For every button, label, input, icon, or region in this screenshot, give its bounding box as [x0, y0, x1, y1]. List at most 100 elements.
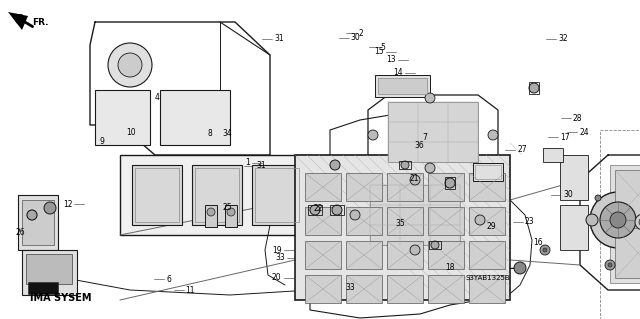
Bar — [428, 173, 464, 201]
Bar — [387, 207, 423, 235]
Circle shape — [475, 215, 485, 225]
Text: 22: 22 — [314, 204, 323, 213]
Bar — [18, 195, 58, 250]
Bar — [529, 82, 539, 94]
Circle shape — [540, 245, 550, 255]
Circle shape — [608, 263, 612, 267]
Bar — [615, 228, 640, 278]
Circle shape — [330, 160, 340, 170]
Text: 4: 4 — [154, 93, 159, 102]
Bar — [475, 165, 501, 179]
Bar — [428, 241, 464, 269]
Bar — [305, 241, 341, 269]
Text: 14: 14 — [394, 68, 403, 77]
Circle shape — [605, 260, 615, 270]
Bar — [388, 102, 478, 162]
Bar — [305, 173, 341, 201]
Bar — [469, 207, 505, 235]
Text: 18: 18 — [445, 263, 454, 272]
Circle shape — [431, 241, 439, 249]
Circle shape — [108, 43, 152, 87]
Text: 11: 11 — [186, 286, 195, 295]
Bar — [429, 241, 441, 249]
Text: 21: 21 — [410, 174, 419, 183]
Bar — [375, 75, 430, 97]
Text: 19: 19 — [272, 246, 282, 255]
Bar — [95, 90, 150, 145]
Text: 27: 27 — [517, 145, 527, 154]
Text: 33: 33 — [275, 253, 285, 262]
Bar — [610, 165, 640, 283]
Text: 15: 15 — [374, 47, 384, 56]
Text: 35: 35 — [396, 219, 405, 228]
Bar — [308, 205, 322, 215]
Bar — [600, 130, 640, 319]
Bar — [560, 155, 588, 200]
Text: 9: 9 — [99, 137, 104, 146]
Text: 13: 13 — [386, 56, 396, 64]
Bar — [387, 173, 423, 201]
Text: 26: 26 — [16, 228, 26, 237]
Bar — [346, 275, 382, 303]
Bar — [22, 200, 54, 245]
Bar — [387, 241, 423, 269]
Text: 8: 8 — [208, 130, 212, 138]
Text: 25: 25 — [223, 203, 232, 212]
Bar — [346, 241, 382, 269]
Circle shape — [310, 205, 320, 215]
Circle shape — [488, 130, 498, 140]
Bar — [205, 205, 217, 227]
Circle shape — [118, 53, 142, 77]
Text: 6: 6 — [166, 275, 172, 284]
Circle shape — [401, 161, 409, 169]
Text: 20: 20 — [272, 273, 282, 282]
Circle shape — [600, 202, 636, 238]
Circle shape — [425, 163, 435, 173]
Text: FR.: FR. — [32, 18, 49, 27]
Circle shape — [595, 195, 601, 201]
Circle shape — [590, 192, 640, 248]
Text: 12: 12 — [63, 200, 72, 209]
Bar — [378, 78, 427, 94]
Text: 2: 2 — [358, 29, 363, 38]
Text: 23: 23 — [525, 217, 534, 226]
Circle shape — [529, 83, 539, 93]
Text: 33: 33 — [346, 283, 355, 292]
Circle shape — [514, 262, 526, 274]
Bar — [28, 282, 58, 294]
Text: 30: 30 — [563, 190, 573, 199]
Bar — [445, 177, 455, 189]
Bar — [615, 170, 640, 220]
Circle shape — [635, 214, 640, 230]
Circle shape — [368, 130, 378, 140]
Text: 28: 28 — [573, 114, 582, 122]
Circle shape — [410, 175, 420, 185]
Text: 1: 1 — [245, 158, 250, 167]
Circle shape — [586, 214, 598, 226]
Circle shape — [332, 205, 342, 215]
Bar — [330, 205, 344, 215]
Text: 5: 5 — [381, 43, 386, 52]
Text: 30: 30 — [351, 33, 360, 42]
Text: IMA SYSEM: IMA SYSEM — [30, 293, 92, 303]
Bar — [192, 165, 242, 225]
Bar — [195, 168, 239, 222]
Text: 36: 36 — [415, 141, 424, 150]
Circle shape — [27, 210, 37, 220]
Bar — [469, 275, 505, 303]
Text: 17: 17 — [560, 133, 570, 142]
Circle shape — [639, 218, 640, 226]
Text: 7: 7 — [422, 133, 428, 142]
Bar — [543, 148, 563, 162]
Circle shape — [44, 202, 56, 214]
Text: 24: 24 — [579, 128, 589, 137]
Text: 10: 10 — [127, 128, 136, 137]
Bar — [225, 205, 237, 227]
Circle shape — [207, 208, 215, 216]
Circle shape — [350, 210, 360, 220]
Bar — [399, 161, 411, 169]
Circle shape — [610, 212, 626, 228]
Text: S3YAB1325B: S3YAB1325B — [466, 275, 511, 281]
Bar — [120, 155, 310, 235]
Bar — [160, 90, 230, 145]
